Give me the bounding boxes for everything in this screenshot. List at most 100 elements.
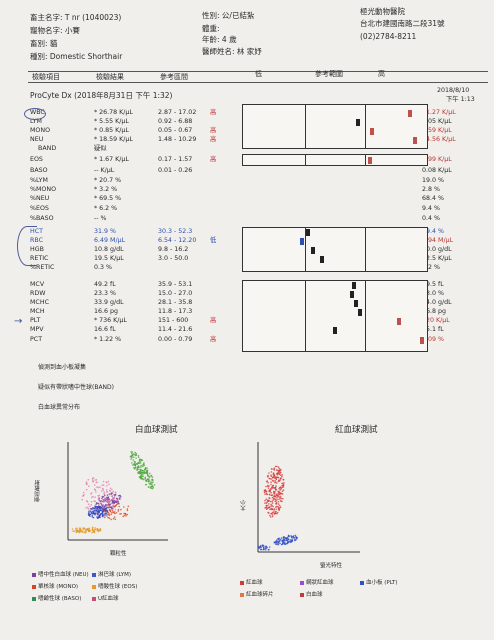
cell-flag: 高 [210, 127, 217, 134]
clinic-name: 極光動物醫院 [360, 7, 405, 16]
owner-name: 畜主名字: T nr (1040023) [30, 13, 122, 22]
cell-ref: 9.8 - 16.2 [158, 246, 189, 253]
col-reference: 參考區間 [160, 73, 188, 81]
cell-name: BAND [38, 145, 57, 152]
legend-item: 紅血球碎片 [240, 592, 274, 599]
cell-name: RDW [30, 290, 46, 297]
note-platelet-clump: 偵測到血小板凝集 [38, 364, 87, 371]
cell-recent: 19.0 % [422, 177, 445, 184]
header-divider-bottom [28, 82, 488, 83]
legend-swatch [32, 584, 36, 589]
result-row-mchc: MCHC 33.9 g/dL 28.1 - 35.8 34.0 g/dL [30, 299, 486, 308]
result-row-pct-retic: %RETIC 0.3 % 0.2 % [30, 264, 486, 273]
legend-swatch [92, 572, 96, 577]
result-row-pct-eos: %EOS * 6.2 % 9.4 % [30, 205, 486, 214]
cell-recent: 1.99 K/μL [422, 156, 452, 163]
cell-ref: 11.8 - 17.3 [158, 308, 193, 315]
note-band: 疑似有帶狀嗜中性球(BAND) [38, 384, 115, 391]
cell-recent: 21.27 K/μL [422, 109, 456, 116]
cell-ref: 28.1 - 35.8 [158, 299, 193, 306]
result-row-mch: MCH 16.6 pg 11.8 - 17.3 16.8 pg [30, 308, 486, 317]
cell-recent: 5.94 M/μL [422, 237, 454, 244]
cell-result: * 26.78 K/μL [94, 109, 133, 116]
cell-result: * 18.59 K/μL [94, 136, 133, 143]
range-marker [305, 229, 310, 236]
cell-result: -- K/μL [94, 167, 115, 174]
cell-result: 疑似 [94, 145, 107, 152]
cell-recent: 4.05 K/μL [422, 118, 452, 125]
legend-swatch [92, 584, 96, 589]
legend-item: 嗜鹼性球 (BASO) [32, 596, 81, 603]
col-low: 低 [255, 70, 262, 78]
range-marker [352, 282, 357, 289]
cell-ref: 0.92 - 6.88 [158, 118, 193, 125]
cell-ref: 0.05 - 0.67 [158, 127, 193, 134]
cell-recent: 68.4 % [422, 195, 445, 202]
cell-recent: 15.1 fL [422, 326, 444, 333]
cell-result: 49.2 fL [94, 281, 116, 288]
cell-recent: 29.4 % [422, 228, 445, 235]
cell-name: %LYM [30, 177, 48, 184]
result-row-rdw: RDW 23.3 % 15.0 - 27.0 23.0 % [30, 290, 486, 299]
cell-result: 16.6 fL [94, 326, 116, 333]
range-marker [319, 256, 324, 263]
rbc-plot-title: 紅血球測試 [335, 425, 378, 435]
result-row-retic: RETIC 19.5 K/μL 3.0 - 50.0 12.5 K/μL [30, 255, 486, 264]
legend-swatch [240, 592, 244, 597]
cell-name: %BASO [30, 215, 54, 222]
legend-item: 紅血球 [240, 580, 263, 587]
cell-name: %NEU [30, 195, 50, 202]
col-item: 檢驗項目 [32, 73, 60, 81]
legend-label: 嗜鹼性球 (BASO) [38, 596, 82, 602]
result-row-band: BAND 疑似 [30, 145, 486, 154]
cell-result: * 736 K/μL [94, 317, 127, 324]
cell-ref: 11.4 - 21.6 [158, 326, 193, 333]
cell-recent: 0.59 K/μL [422, 127, 452, 134]
cell-flag: 高 [210, 109, 217, 116]
breed: 種別: Domestic Shorthair [30, 52, 123, 61]
cell-flag: 高 [210, 156, 217, 163]
result-row-pct-baso: %BASO -- % 0.4 % [30, 215, 486, 224]
previous-date: 2018/8/10 [437, 87, 470, 94]
col-range: 參考範圍 [315, 70, 343, 78]
cell-result: * 69.5 % [94, 195, 122, 202]
cell-result: * 1.22 % [94, 336, 122, 343]
pen-circle-wbc [24, 108, 46, 120]
legend-label: 紅血球碎片 [246, 592, 274, 598]
legend-item: U紅血球 [92, 596, 119, 603]
cell-recent: 9.4 % [422, 205, 440, 212]
legend-label: 淋巴球 (LYM) [98, 572, 131, 578]
pen-arrow-plt: → [14, 316, 23, 327]
cell-result: * 20.7 % [94, 177, 122, 184]
result-row-lym: LYM * 5.55 K/μL 0.92 - 6.88 4.05 K/μL [30, 118, 486, 127]
cell-flag: 低 [210, 237, 217, 244]
cell-result: * 3.2 % [94, 186, 118, 193]
rbc-x-axis-label: 螢光特性 [320, 563, 343, 569]
cell-name: MCHC [30, 299, 49, 306]
cell-name: RETIC [30, 255, 49, 262]
range-marker [300, 238, 305, 245]
cell-recent: 10.0 g/dL [422, 246, 452, 253]
cell-ref: 15.0 - 27.0 [158, 290, 193, 297]
cell-result: 6.49 M/μL [94, 237, 126, 244]
cell-recent: 0.2 % [422, 264, 440, 271]
range-marker [420, 337, 425, 344]
cell-name: %RETIC [30, 264, 55, 271]
result-row-baso: BASO -- K/μL 0.01 - 0.26 0.08 K/μL [30, 167, 486, 176]
cell-name: PCT [30, 336, 43, 343]
legend-label: U紅血球 [98, 596, 119, 602]
legend-swatch [360, 580, 364, 585]
species: 畜別: 貓 [30, 39, 58, 48]
cell-recent: 12.5 K/μL [422, 255, 452, 262]
wbc-y-axis-label: 側向散射 [35, 480, 41, 502]
legend-label: 嗜酸性球 (EOS) [98, 584, 138, 590]
cell-result: 10.8 g/dL [94, 246, 124, 253]
cell-result: * 6.2 % [94, 205, 118, 212]
cell-name: MPV [30, 326, 44, 333]
cell-recent: 14.56 K/μL [422, 136, 456, 143]
result-row-neu: NEU * 18.59 K/μL 1.48 - 10.29 高 14.56 K/μL [30, 136, 486, 145]
cell-name: BASO [30, 167, 48, 174]
cell-recent: 23.0 % [422, 290, 445, 297]
range-marker [407, 110, 412, 117]
cell-result: * 0.85 K/μL [94, 127, 129, 134]
